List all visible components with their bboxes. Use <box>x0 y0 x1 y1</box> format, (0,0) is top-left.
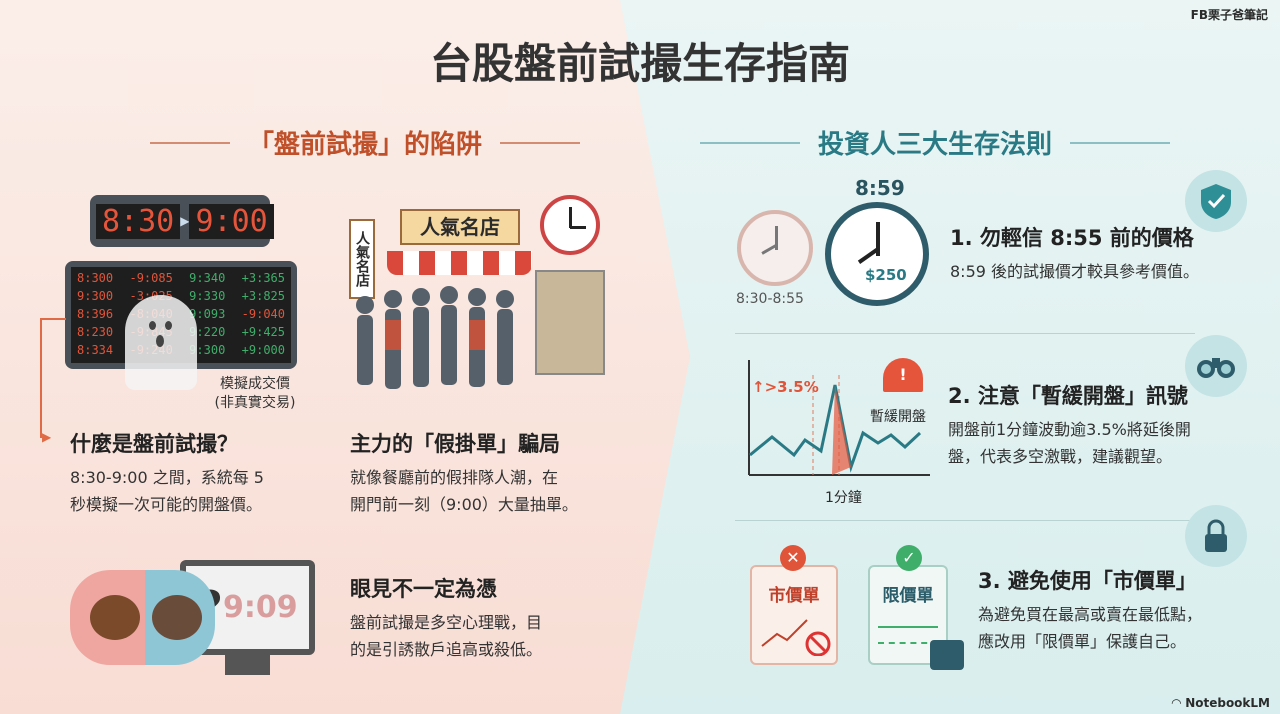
rule-1: 1. 勿輕信 8:55 前的價格 8:59 後的試撮價才較具參考價值。 <box>950 222 1199 285</box>
scoreboard-cell: 9:093 <box>189 307 226 321</box>
clock-label-859: 8:59 <box>855 176 905 200</box>
scoreboard-cell: +9:000 <box>241 343 285 357</box>
prohibited-icon <box>805 631 831 657</box>
item-body: 開門前一刻（9:00）大量抽單。 <box>350 495 578 514</box>
divider <box>735 520 1195 521</box>
chart-spike <box>832 385 851 475</box>
clock-price: $250 <box>865 266 907 284</box>
x-mark-icon: ✕ <box>780 545 806 571</box>
ghost-caption: 模擬成交價 (非真實交易) <box>195 375 315 413</box>
rule-body: 為避免買在最高或賣在最低點， <box>978 605 1203 624</box>
right-section-header: 投資人三大生存法則 <box>700 124 1171 161</box>
scoreboard-cell: +3:825 <box>241 289 285 303</box>
market-order-card: 市價單 <box>750 565 838 665</box>
small-clock-icon <box>737 210 813 286</box>
item-heading: 眼見不一定為憑 <box>350 577 497 601</box>
caption-line: (非真實交易) <box>214 395 296 411</box>
left-section-title: 「盤前試撮」的陷阱 <box>248 130 483 160</box>
market-order-label: 市價單 <box>768 586 820 606</box>
scoreboard-cell: 9:300 <box>189 343 226 357</box>
scoreboard-cell: 9:340 <box>189 271 226 285</box>
item-what-is: 什麼是盤前試撮？ 8:30-9:00 之間，系統每 5 秒模擬一次可能的開盤價。 <box>70 428 264 518</box>
alarm-siren-icon: ! <box>883 358 923 392</box>
rule-body: 8:59 後的試撮價才較具參考價值。 <box>950 262 1200 281</box>
check-mark-icon: ✓ <box>896 545 922 571</box>
volatility-chart <box>748 360 930 476</box>
large-clock-icon: $250 <box>825 202 929 306</box>
brand-label: FB栗子爸筆記 <box>1190 8 1268 22</box>
item-body: 秒模擬一次可能的開盤價。 <box>70 495 263 514</box>
item-heading: 什麼是盤前試撮？ <box>70 432 238 456</box>
scoreboard-cell: 8:396 <box>77 307 114 321</box>
divider <box>150 141 230 144</box>
item-body: 盤前試撮是多空心理戰，目 <box>350 613 543 632</box>
item-seeing-not-believing: 眼見不一定為憑 盤前試撮是多空心理戰，目 的是引誘散戶追高或殺低。 <box>350 573 542 663</box>
scoreboard-cell: -9:085 <box>129 271 173 285</box>
scoreboard-cell: 8:300 <box>77 271 114 285</box>
divider <box>1070 141 1171 144</box>
awning <box>387 251 532 275</box>
queue-people-icon <box>356 286 514 389</box>
rule-body: 開盤前1分鐘波動逾3.5%將延後開 <box>948 420 1191 439</box>
chart-x-label: 1分鐘 <box>825 490 862 506</box>
notebooklm-logo: ◠ NotebookLM <box>1171 696 1270 710</box>
item-body: 8:30-9:00 之間，系統每 5 <box>70 468 264 487</box>
ghost-icon <box>125 295 197 390</box>
rule-2: 2. 注意「暫緩開盤」訊號 開盤前1分鐘波動逾3.5%將延後開 盤，代表多空激戰… <box>948 380 1191 470</box>
scoreboard-cell: 9:330 <box>189 289 226 303</box>
start-time: 8:30 <box>96 203 181 239</box>
shop-queue-illustration: 人氣名店 人氣名店 <box>345 195 610 410</box>
item-body: 就像餐廳前的假排隊人潮，在 <box>350 468 559 487</box>
monitor-price: 9:09 <box>222 590 298 625</box>
door <box>535 270 605 375</box>
connector-line <box>40 318 66 438</box>
shop-side-sign: 人氣名店 <box>349 219 375 299</box>
limit-order-label: 限價單 <box>882 586 934 606</box>
item-heading: 主力的「假掛單」騙局 <box>350 432 560 456</box>
scoreboard-cell: +3:365 <box>241 271 285 285</box>
page-title: 台股盤前試撮生存指南 <box>429 39 850 88</box>
chart-up-label: ↑>3.5% <box>752 378 819 396</box>
clock-icon <box>540 195 600 255</box>
divider <box>700 141 800 144</box>
rule-heading: 1. 勿輕信 8:55 前的價格 <box>950 226 1194 250</box>
item-fake-orders: 主力的「假掛單」騙局 就像餐廳前的假排隊人潮，在 開門前一刻（9:00）大量抽單… <box>350 428 578 518</box>
logo-text: NotebookLM <box>1185 696 1270 710</box>
scoreboard-cell: 9:300 <box>77 289 114 303</box>
binoculars-icon <box>1185 335 1247 397</box>
scoreboard-row: 9:300-3:0259:330+3:825 <box>77 287 285 305</box>
scoreboard-illustration: 8:30 ▶ 9:00 8:300 -9:085 9:340 +3:365 9:300 -… <box>65 195 297 390</box>
item-body: 的是引誘散戶追高或殺低。 <box>350 640 543 659</box>
caption-line: 模擬成交價 <box>220 376 290 392</box>
clock-label-small: 8:30-8:55 <box>736 291 804 307</box>
scoreboard-cell: 8:334 <box>77 343 114 357</box>
divider <box>500 141 581 144</box>
rule-3: 3. 避免使用「市價單」 為避免買在最高或賣在最低點， 應改用「限價單」保護自己… <box>978 565 1202 655</box>
padlock-icon <box>930 640 964 670</box>
shield-check-icon <box>1185 170 1247 232</box>
divider <box>735 333 1195 334</box>
end-time: 9:00 <box>189 203 274 239</box>
lock-icon <box>1185 505 1247 567</box>
alarm-label: 暫緩開盤 <box>870 409 926 425</box>
bull-bear-monitor-illustration: ?9:09 <box>70 560 320 685</box>
rule-heading: 3. 避免使用「市價單」 <box>978 569 1197 593</box>
rule-body: 盤，代表多空激戰，建議觀望。 <box>948 447 1173 466</box>
rule-body: 應改用「限價單」保護自己。 <box>978 632 1187 651</box>
scoreboard-row: 8:300 -9:085 9:340 +3:365 <box>77 269 285 287</box>
scoreboard-cell: 8:230 <box>77 325 114 339</box>
scoreboard-cell: +9:425 <box>241 325 285 339</box>
right-section-title: 投資人三大生存法則 <box>818 130 1053 160</box>
arrow-right-icon: ▶ <box>180 214 190 228</box>
left-section-header: 「盤前試撮」的陷阱 <box>150 124 581 161</box>
scoreboard-cell: 9:220 <box>189 325 226 339</box>
rule-heading: 2. 注意「暫緩開盤」訊號 <box>948 384 1188 408</box>
arrow-right-icon: ▶ <box>42 430 52 444</box>
shop-sign: 人氣名店 <box>400 209 520 245</box>
scoreboard-cell: -9:040 <box>241 307 285 321</box>
